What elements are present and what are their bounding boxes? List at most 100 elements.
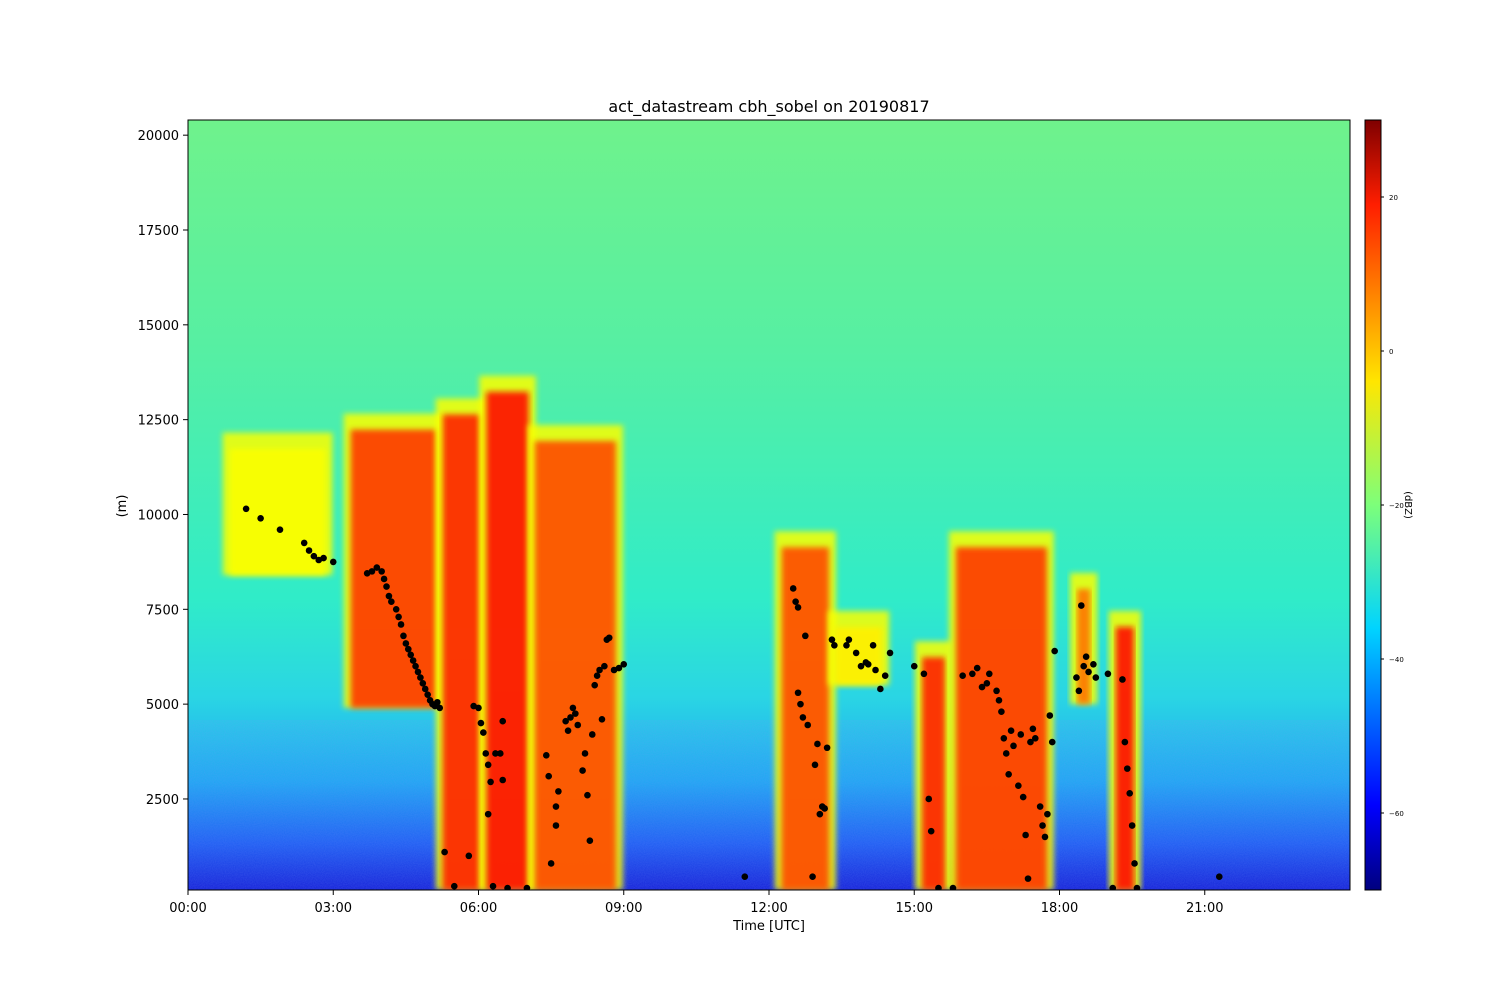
echo-feature bbox=[1108, 610, 1141, 890]
cbh-point bbox=[1131, 860, 1138, 867]
cbh-point bbox=[1109, 884, 1117, 890]
cbh-point bbox=[1031, 734, 1039, 742]
cbh-point bbox=[1121, 738, 1129, 746]
cbh-point bbox=[545, 772, 553, 780]
cbh-point bbox=[562, 717, 569, 725]
cbh-point bbox=[552, 803, 560, 810]
cbh-point bbox=[482, 750, 490, 757]
cbh-point bbox=[959, 672, 966, 679]
chart-title: act_datastream cbh_sobel on 20190817 bbox=[608, 97, 929, 117]
echo-core bbox=[1115, 626, 1134, 890]
x-tick-label: 12:00 bbox=[750, 901, 787, 916]
y-tick-label: 2500 bbox=[146, 793, 179, 808]
x-tick-label: 03:00 bbox=[315, 901, 352, 916]
cbh-point bbox=[477, 719, 485, 727]
cbh-point bbox=[383, 583, 390, 590]
cbh-point bbox=[1007, 727, 1015, 734]
cbh-point bbox=[598, 716, 606, 723]
echo-core bbox=[1077, 588, 1091, 705]
cbh-point bbox=[402, 640, 410, 647]
cbh-point bbox=[1017, 731, 1025, 738]
cbh-point bbox=[845, 636, 853, 643]
cbh-point bbox=[869, 642, 877, 649]
cbh-point bbox=[831, 642, 838, 649]
echo-feature bbox=[479, 375, 536, 890]
colorbar-tick-label: −20 bbox=[1389, 502, 1404, 510]
y-tick-label: 7500 bbox=[146, 603, 179, 618]
cbh-point bbox=[368, 568, 376, 575]
cbh-point bbox=[794, 689, 802, 697]
cbh-point bbox=[973, 664, 981, 672]
cbh-point bbox=[450, 882, 458, 890]
colorbar-tick-label: 20 bbox=[1389, 194, 1398, 202]
cbh-point bbox=[828, 636, 836, 643]
cbh-point bbox=[927, 827, 935, 835]
echo-core bbox=[442, 414, 481, 890]
cbh-point bbox=[395, 613, 402, 621]
cbh-point bbox=[1027, 738, 1034, 746]
echo-features bbox=[222, 375, 1141, 890]
echo-core bbox=[922, 657, 946, 890]
cbh-point bbox=[329, 558, 337, 566]
cbh-point bbox=[1085, 668, 1092, 676]
cbh-point bbox=[397, 621, 405, 628]
colorbar-tick-label: −40 bbox=[1389, 656, 1404, 664]
cbh-point bbox=[475, 704, 482, 712]
cbh-point bbox=[1092, 674, 1100, 681]
cbh-point bbox=[1036, 803, 1044, 810]
y-axis: 2500 5000 7500 10000 12500 15000 17500 20000 bbox=[138, 129, 188, 808]
y-tick-label: 20000 bbox=[138, 129, 179, 144]
cbh-point bbox=[605, 634, 613, 642]
echo-feature bbox=[774, 531, 836, 890]
cbh-point bbox=[392, 606, 400, 613]
cbh-point bbox=[821, 805, 828, 812]
cbh-point bbox=[910, 662, 918, 670]
cbh-point bbox=[949, 884, 957, 890]
y-axis-label: (m) bbox=[115, 495, 130, 518]
cbh-point bbox=[802, 632, 809, 640]
y-tick-label: 10000 bbox=[138, 508, 179, 523]
colorbar-label: (dBZ) bbox=[1402, 491, 1413, 519]
cbh-point bbox=[441, 848, 448, 856]
cbh-point bbox=[484, 761, 492, 769]
cbh-point bbox=[852, 649, 860, 657]
echo-feature bbox=[1070, 572, 1098, 705]
plot-area bbox=[188, 120, 1350, 890]
cbh-point bbox=[572, 710, 579, 717]
cbh-point bbox=[542, 752, 550, 759]
cbh-point bbox=[1126, 789, 1134, 797]
cbh-point bbox=[615, 664, 623, 672]
background-noise bbox=[188, 720, 1350, 890]
cbh-point bbox=[588, 731, 596, 738]
x-tick-label: 18:00 bbox=[1041, 901, 1078, 916]
cbh-point bbox=[257, 514, 264, 522]
colorbar-tick-label: 0 bbox=[1389, 348, 1393, 356]
cbh-point bbox=[1123, 765, 1131, 772]
cbh-point bbox=[465, 852, 473, 860]
cbh-point bbox=[804, 721, 812, 729]
cbh-point bbox=[857, 662, 865, 670]
colorbar bbox=[1364, 119, 1382, 891]
echo-core bbox=[350, 429, 437, 708]
cbh-point bbox=[1075, 687, 1083, 695]
echo-core bbox=[834, 626, 883, 686]
cbh-point bbox=[305, 547, 313, 554]
cbh-point bbox=[1077, 602, 1085, 609]
cbh-point bbox=[1015, 782, 1022, 789]
y-tick-label: 15000 bbox=[138, 319, 179, 334]
cbh-point bbox=[872, 666, 879, 674]
cbh-point bbox=[881, 672, 889, 679]
echo-feature bbox=[435, 398, 488, 890]
cbh-point bbox=[1010, 742, 1017, 750]
cbh-point bbox=[310, 552, 318, 560]
cbh-point bbox=[797, 700, 804, 708]
cbh-point bbox=[1000, 734, 1008, 742]
echo-core bbox=[955, 547, 1047, 890]
cbh-point bbox=[601, 662, 608, 670]
y-tick-label: 5000 bbox=[146, 698, 179, 713]
cbh-point bbox=[400, 632, 407, 640]
cbh-point bbox=[547, 860, 555, 867]
cbh-point bbox=[1019, 793, 1027, 801]
cbh-point bbox=[1215, 873, 1223, 881]
cbh-point bbox=[584, 791, 591, 799]
